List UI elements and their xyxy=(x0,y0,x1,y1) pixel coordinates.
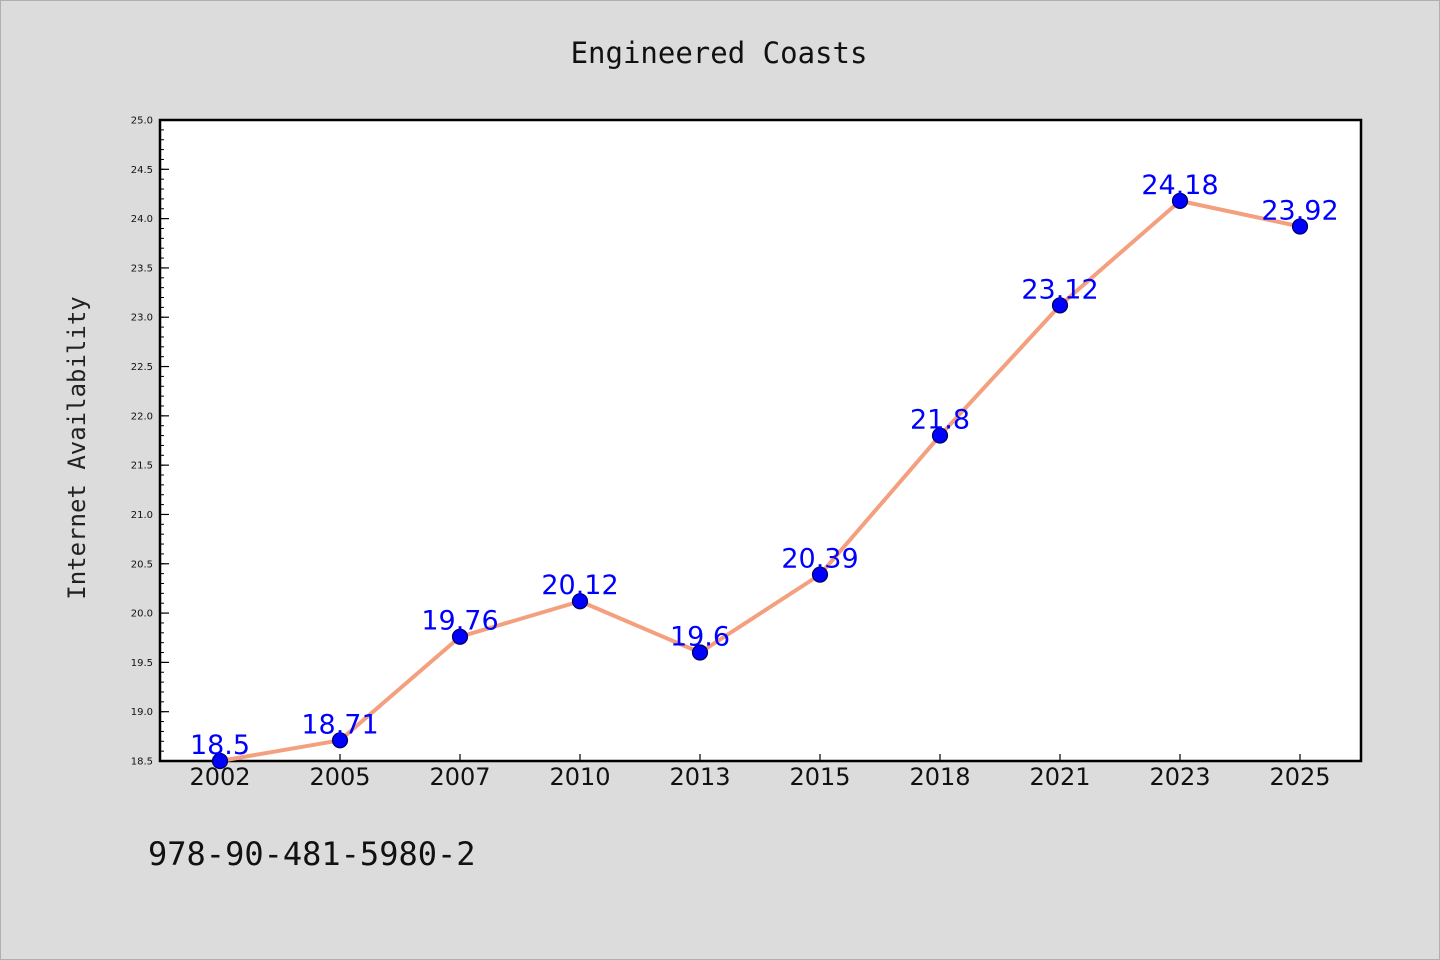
x-tick-label: 2005 xyxy=(309,763,370,791)
y-tick-label: 24.0 xyxy=(131,214,153,225)
data-point xyxy=(451,628,469,645)
y-tick-label: 22.5 xyxy=(131,362,153,373)
y-tick-label: 18.5 xyxy=(131,757,153,768)
data-label: 21.8 xyxy=(910,405,970,436)
y-tick-label: 24.5 xyxy=(131,165,153,176)
data-point xyxy=(1171,192,1189,209)
y-tick-label: 19.5 xyxy=(131,658,153,669)
y-tick-label: 23.0 xyxy=(131,313,153,324)
data-label: 19.76 xyxy=(421,606,498,637)
y-tick-label: 20.0 xyxy=(131,609,153,620)
x-tick-label: 2013 xyxy=(669,763,730,791)
x-tick-labels: 2002 2005 2007 2010 2013 2015 2018 2021 2023 2025 xyxy=(189,763,1330,791)
y-tick-label: 20.5 xyxy=(131,559,153,570)
data-label: 20.12 xyxy=(541,570,618,601)
y-tick-label: 19.0 xyxy=(131,707,153,718)
data-point xyxy=(571,593,589,610)
data-point xyxy=(1051,297,1069,314)
x-tick-label: 2018 xyxy=(909,763,970,791)
y-tick-label: 21.0 xyxy=(131,510,153,521)
series-lines xyxy=(218,198,1302,763)
x-tick-label: 2023 xyxy=(1149,763,1210,791)
x-tick-label: 2021 xyxy=(1029,763,1090,791)
x-tick-label: 2025 xyxy=(1269,763,1330,791)
y-tick-label: 25.0 xyxy=(131,116,153,127)
data-label: 18.71 xyxy=(301,709,378,740)
data-point xyxy=(1291,218,1309,235)
data-point xyxy=(331,732,349,749)
y-tick-labels: 18.5 19.0 19.5 20.0 20.5 21.0 21.5 22.0 22.5 23.0… xyxy=(131,116,153,768)
data-label: 23.92 xyxy=(1261,196,1338,227)
data-point xyxy=(811,566,829,583)
isbn-text: 978-90-481-5980-2 xyxy=(148,835,476,873)
data-labels: 18.5 18.71 19.76 20.12 19.6 20.39 21.8 23.12 24.… xyxy=(190,170,1339,761)
data-point xyxy=(931,427,949,444)
plot-frame xyxy=(158,118,1363,763)
x-tick-label: 2015 xyxy=(789,763,850,791)
x-tick-label: 2010 xyxy=(549,763,610,791)
y-axis-label: Internet Availability xyxy=(63,296,91,599)
data-label: 19.6 xyxy=(670,622,730,653)
data-label: 24.18 xyxy=(1141,170,1218,201)
data-label: 20.39 xyxy=(781,544,858,575)
data-point xyxy=(691,644,709,661)
y-tick-label: 23.5 xyxy=(131,263,153,274)
series-markers xyxy=(211,192,1309,770)
data-label: 23.12 xyxy=(1021,274,1098,305)
data-label: 18.5 xyxy=(190,730,250,761)
y-tick-label: 22.0 xyxy=(131,411,153,422)
y-tick-label: 21.5 xyxy=(131,461,153,472)
x-tick-label: 2007 xyxy=(429,763,490,791)
chart-title: Engineered Coasts xyxy=(571,36,868,70)
series-line xyxy=(218,198,1302,763)
data-point xyxy=(211,752,229,770)
plot-area xyxy=(160,120,1361,761)
